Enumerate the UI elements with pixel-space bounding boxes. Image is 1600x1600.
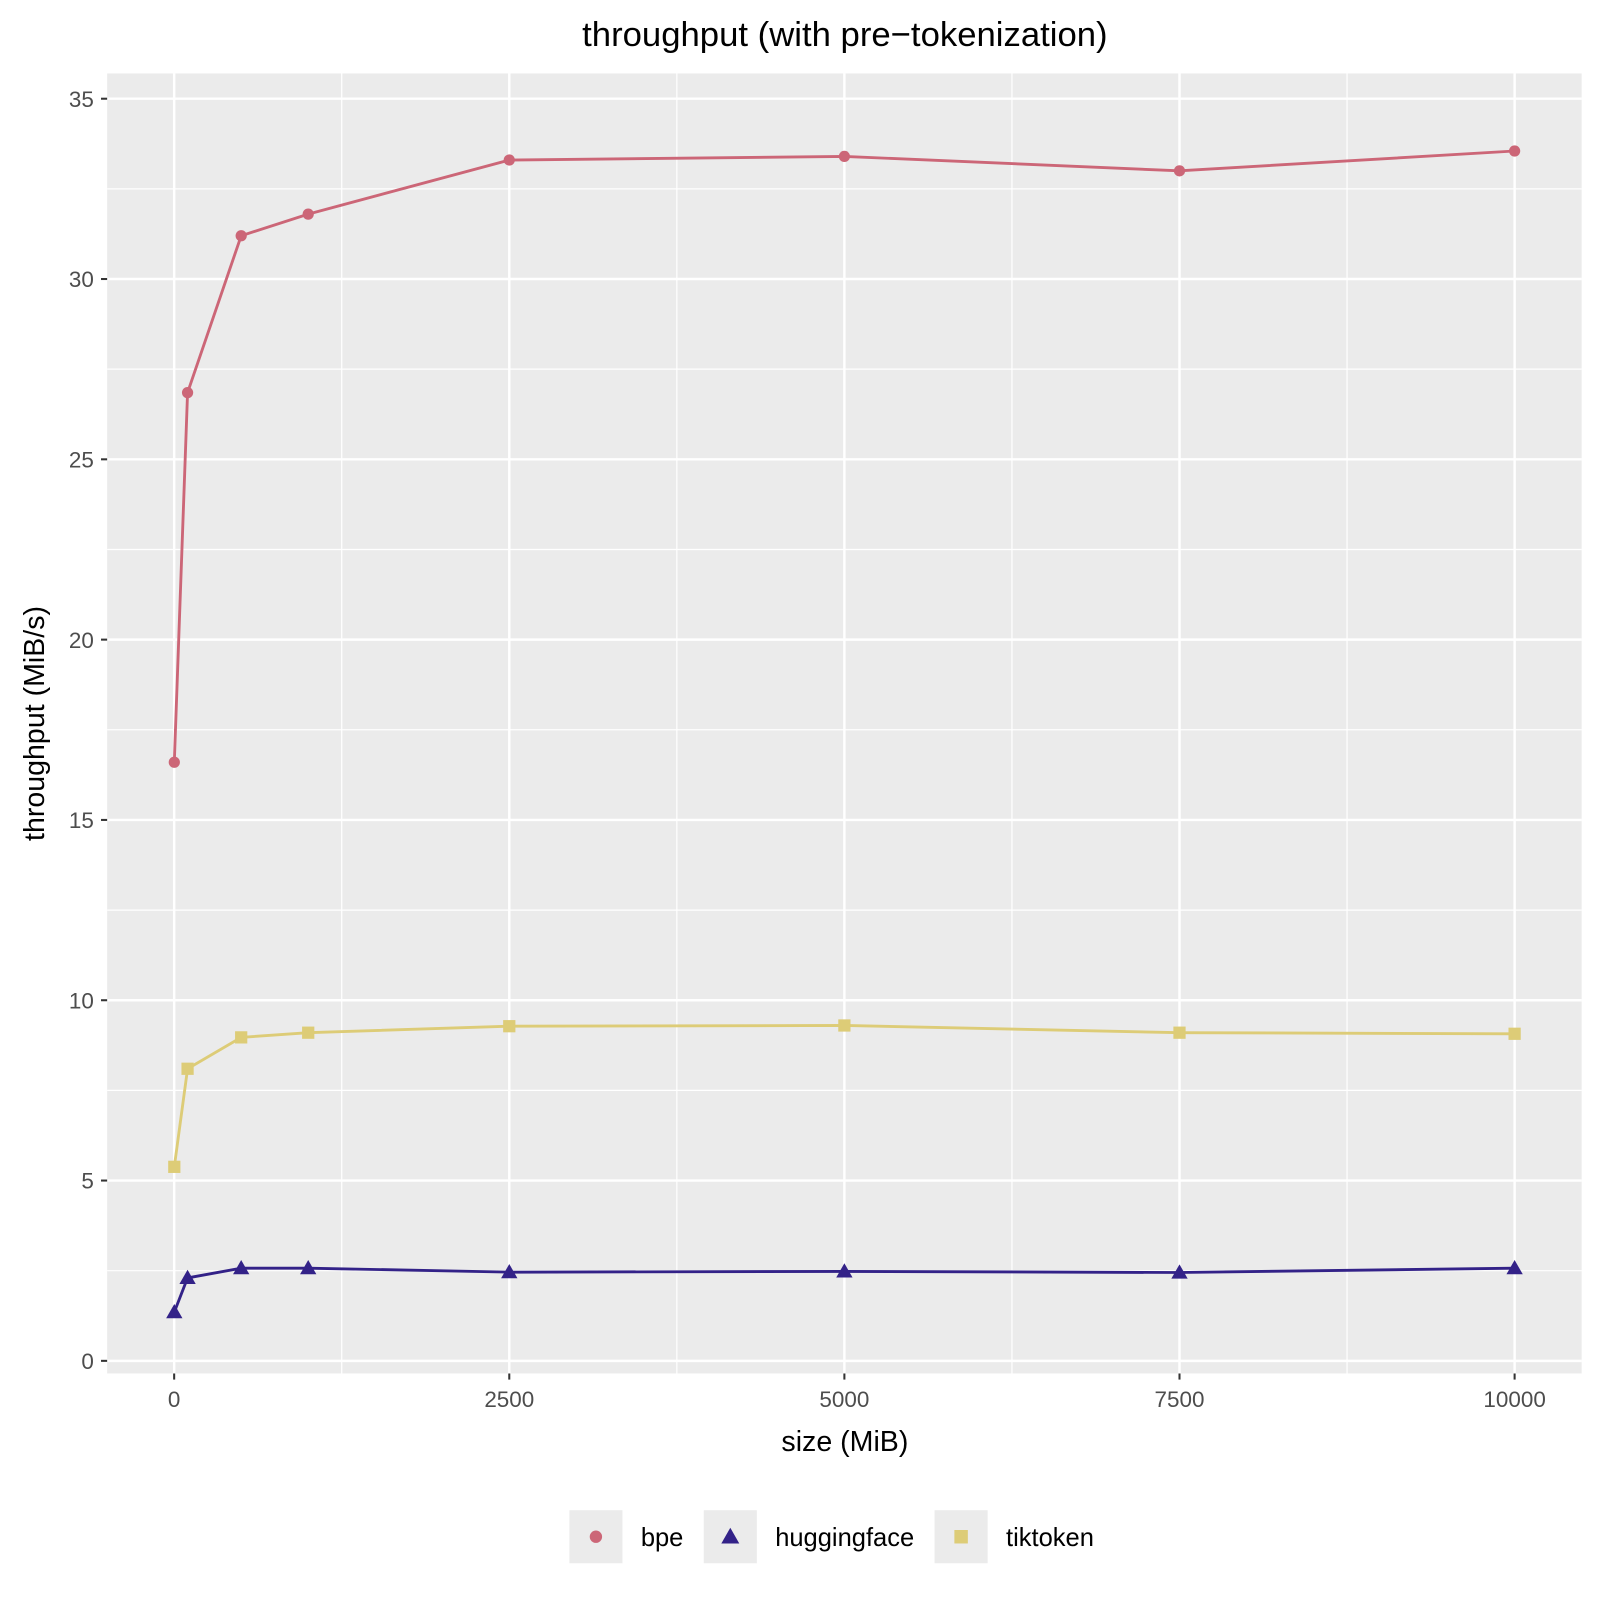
data-point-tiktoken bbox=[1173, 1026, 1186, 1039]
series-bpe bbox=[168, 145, 1521, 768]
axes: 0 2500 5000 7500 10000 0 5 10 15 20 25 30 35 bbox=[69, 87, 1546, 1412]
data-point-bpe bbox=[1508, 145, 1521, 157]
series-line-bpe bbox=[172, 149, 1515, 763]
legend-item-tiktoken: tiktoken bbox=[934, 1510, 1094, 1564]
legend-label: tiktoken bbox=[1006, 1524, 1094, 1552]
data-point-bpe bbox=[1173, 165, 1186, 177]
y-tick-label: 35 bbox=[69, 87, 94, 112]
legend-marker-bpe bbox=[589, 1530, 603, 1543]
y-tick-label: 25 bbox=[69, 447, 94, 472]
data-point-tiktoken bbox=[168, 1160, 181, 1173]
data-point-bpe bbox=[838, 150, 850, 163]
y-tick-label: 10 bbox=[69, 988, 94, 1013]
series-line-huggingface bbox=[172, 1266, 1515, 1313]
data-point-tiktoken bbox=[838, 1019, 851, 1032]
y-tick-label: 0 bbox=[81, 1349, 93, 1374]
data-point-tiktoken bbox=[181, 1062, 194, 1075]
y-tick-label: 15 bbox=[69, 808, 94, 833]
legend-marker-huggingface bbox=[721, 1527, 740, 1544]
data-point-huggingface bbox=[166, 1304, 183, 1319]
series-group bbox=[166, 145, 1523, 1319]
x-tick-label: 5000 bbox=[819, 1387, 869, 1412]
x-tick-label: 2500 bbox=[484, 1387, 534, 1412]
data-point-huggingface bbox=[1506, 1260, 1523, 1275]
data-point-huggingface bbox=[233, 1260, 250, 1275]
data-point-huggingface bbox=[300, 1260, 317, 1275]
x-tick-label: 10000 bbox=[1483, 1387, 1545, 1412]
data-point-tiktoken bbox=[235, 1031, 248, 1044]
series-tiktoken bbox=[168, 1019, 1521, 1173]
x-tick-label: 0 bbox=[168, 1387, 180, 1412]
series-line-tiktoken bbox=[172, 1024, 1515, 1168]
legend-label: huggingface bbox=[775, 1524, 914, 1552]
data-point-bpe bbox=[503, 154, 515, 166]
data-point-bpe bbox=[168, 756, 180, 768]
legend-item-bpe: bpe bbox=[569, 1510, 684, 1564]
data-point-bpe bbox=[181, 386, 194, 399]
legend: bpe huggingface tiktoken bbox=[569, 1510, 1094, 1564]
x-axis-label: size (MiB) bbox=[781, 1426, 908, 1458]
y-axis-label: throughput (MiB/s) bbox=[19, 606, 51, 841]
gridlines bbox=[107, 73, 1582, 1374]
data-point-tiktoken bbox=[503, 1020, 516, 1033]
data-point-huggingface bbox=[501, 1263, 518, 1279]
chart-title: throughput (with pre−tokenization) bbox=[582, 16, 1107, 54]
data-point-tiktoken bbox=[302, 1026, 315, 1039]
y-tick-label: 30 bbox=[69, 267, 94, 292]
data-point-huggingface bbox=[836, 1263, 853, 1278]
legend-label: bpe bbox=[641, 1524, 684, 1552]
data-point-bpe bbox=[235, 230, 247, 242]
legend-marker-tiktoken bbox=[954, 1530, 968, 1544]
y-tick-label: 20 bbox=[69, 628, 94, 653]
data-point-bpe bbox=[302, 208, 314, 220]
y-tick-label: 5 bbox=[81, 1169, 93, 1194]
data-point-huggingface bbox=[179, 1269, 196, 1285]
legend-item-huggingface: huggingface bbox=[703, 1510, 914, 1564]
series-huggingface bbox=[166, 1260, 1523, 1319]
data-point-tiktoken bbox=[1508, 1027, 1521, 1040]
data-point-huggingface bbox=[1171, 1264, 1188, 1279]
x-tick-label: 7500 bbox=[1155, 1387, 1205, 1412]
